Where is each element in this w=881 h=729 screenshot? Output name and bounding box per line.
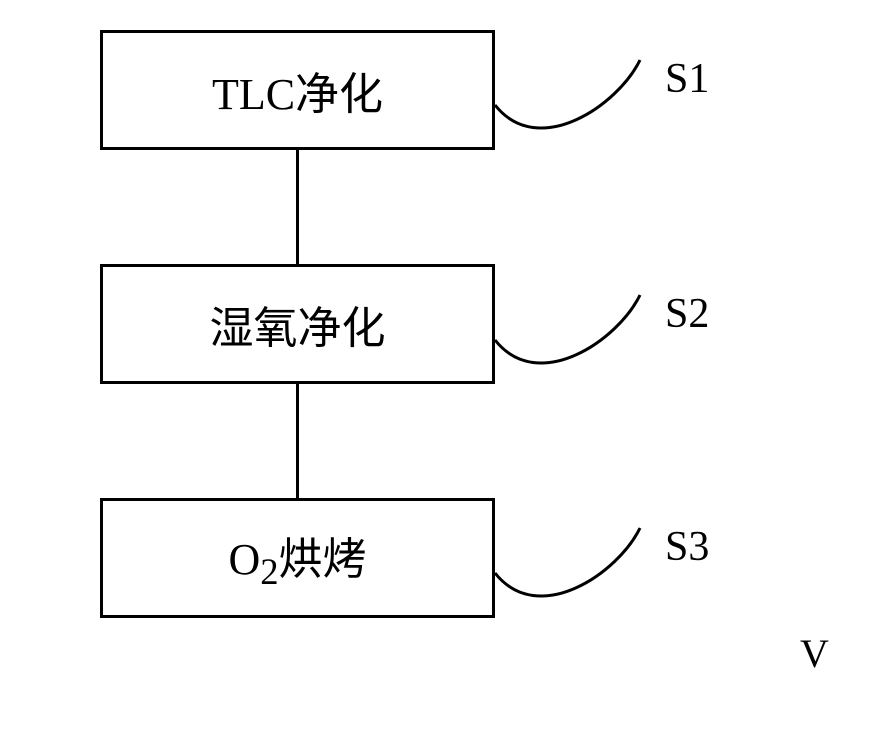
step-arc-s3 <box>485 468 650 633</box>
step-arc-s1 <box>485 0 650 165</box>
flowchart-box-s1: TLC净化 <box>100 30 495 150</box>
flowchart-connector-s2-s3 <box>296 384 299 498</box>
step-label-s1: S1 <box>665 55 709 103</box>
step-label-s2: S2 <box>665 290 709 338</box>
flowchart-connector-s1-s2 <box>296 150 299 264</box>
step-label-s3: S3 <box>665 523 709 571</box>
extra-label-0: V <box>800 630 829 677</box>
flowchart-box-label-s3: O2烘烤 <box>228 523 366 593</box>
step-arc-s2 <box>485 235 650 400</box>
flowchart-box-s2: 湿氧净化 <box>100 264 495 384</box>
flowchart-box-label-s2: 湿氧净化 <box>210 292 386 356</box>
flowchart-box-label-s1: TLC净化 <box>212 58 383 122</box>
flowchart-box-s3: O2烘烤 <box>100 498 495 618</box>
